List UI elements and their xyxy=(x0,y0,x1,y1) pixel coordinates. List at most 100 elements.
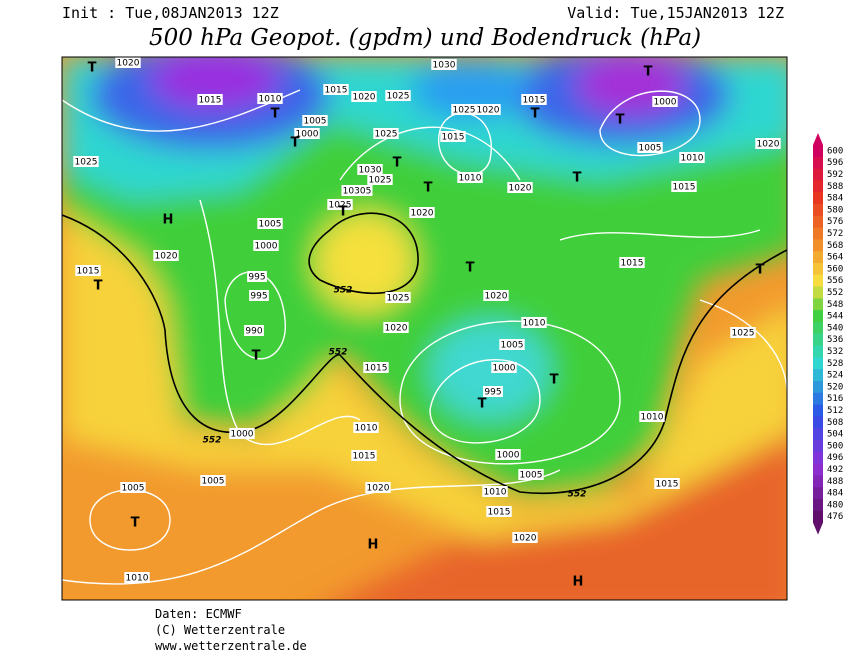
isobar-label: 1020 xyxy=(477,106,500,116)
isobar-label-box xyxy=(521,317,547,328)
isobar-label: 1020 xyxy=(509,184,532,194)
colorbar-swatch xyxy=(813,263,823,276)
isobar-label-box xyxy=(365,482,391,493)
low-marker: T xyxy=(131,516,140,531)
isobar-label: 1010 xyxy=(126,574,149,584)
colorbar-swatch xyxy=(813,192,823,205)
isobar-label-box xyxy=(495,449,521,460)
isobar-label: 1000 xyxy=(231,430,254,440)
isobar-label-box xyxy=(75,265,101,276)
colorbar-label: 488 xyxy=(827,477,843,487)
isobar-label: 1015 xyxy=(365,364,388,374)
isobar-label: 1000 xyxy=(296,130,319,140)
colorbar-swatch xyxy=(813,227,823,240)
isobar-label: 1010 xyxy=(355,424,378,434)
colorbar-swatch xyxy=(813,204,823,217)
isobar-label-box xyxy=(755,138,781,149)
isobar-label-box xyxy=(229,428,255,439)
map-frame xyxy=(61,56,788,601)
isobar-label-box xyxy=(197,94,223,105)
isobar-label: 1000 xyxy=(497,451,520,461)
isobar-label-box xyxy=(367,174,393,185)
colorbar-label: 540 xyxy=(827,323,843,333)
colorbar-swatch xyxy=(813,451,823,465)
colorbar-swatch xyxy=(813,156,823,170)
isobar-label-box xyxy=(518,469,544,480)
isobar-label: 1020 xyxy=(757,140,780,150)
isobar-label: 1025 xyxy=(375,130,398,140)
low-marker: T xyxy=(339,205,348,220)
isobar-label-box xyxy=(383,322,409,333)
isobar-label: 1025 xyxy=(453,106,476,116)
isobar-label-box xyxy=(512,532,538,543)
colorbar-swatch xyxy=(813,404,823,417)
low-marker: T xyxy=(616,113,625,128)
isobar-label-box xyxy=(483,290,509,301)
isobar-label-box xyxy=(244,325,264,336)
isobar-label: 1005 xyxy=(122,484,145,494)
colorbar-swatch xyxy=(813,274,823,288)
footer-url: www.wetterzentrale.de xyxy=(155,639,307,653)
low-marker: T xyxy=(291,136,300,151)
isobar-label: 1015 xyxy=(523,96,546,106)
isobar-label-box xyxy=(482,486,508,497)
colorbar-label: 504 xyxy=(827,430,843,440)
isobar-label: 1015 xyxy=(656,480,679,490)
isobar-label: 1015 xyxy=(673,183,696,193)
isobar-label-box xyxy=(294,128,320,139)
colorbar-label: 580 xyxy=(827,205,843,215)
low-marker: T xyxy=(466,261,475,276)
colorbar-swatch xyxy=(813,310,823,323)
isobar-label-box xyxy=(679,152,705,163)
colorbar-label: 588 xyxy=(827,182,843,192)
colorbar-label: 548 xyxy=(827,300,843,310)
isobar-label-box xyxy=(486,506,512,517)
low-marker: T xyxy=(393,156,402,171)
isobar-label-box xyxy=(73,156,99,167)
isobar-label: 1015 xyxy=(488,508,511,518)
colorbar-swatch xyxy=(813,475,823,488)
isobar-label: 1025 xyxy=(387,294,410,304)
isobar-label-box xyxy=(257,93,283,104)
isobar-label: 1010 xyxy=(259,95,282,105)
colorbar-label: 592 xyxy=(827,170,843,180)
isobar-label-box xyxy=(440,131,466,142)
colorbar-label: 552 xyxy=(827,288,843,298)
isobar-label-box xyxy=(200,475,226,486)
colorbar-label: 564 xyxy=(827,253,843,263)
isobar-label: 1000 xyxy=(493,364,516,374)
high-marker: H xyxy=(163,213,174,228)
isobar-label: 1020 xyxy=(117,59,140,69)
isobar-label-box xyxy=(499,339,525,350)
colorbar-label: 516 xyxy=(827,394,843,404)
colorbar-swatch xyxy=(813,357,823,370)
isobar-label-box xyxy=(120,482,146,493)
colorbar-swatch xyxy=(813,251,823,264)
colorbar-label: 512 xyxy=(827,406,843,416)
isobar-label-box xyxy=(652,96,678,107)
low-marker: T xyxy=(531,107,540,122)
isobar-label: 995 xyxy=(248,273,265,283)
isobar-label: 1000 xyxy=(255,242,278,252)
isobar-label-box xyxy=(302,115,328,126)
colorbar-swatch xyxy=(813,286,823,299)
contour-label: 552 xyxy=(329,348,348,358)
init-time: Init : Tue,08JAN2013 12Z xyxy=(62,4,279,22)
contour-552 xyxy=(62,214,787,494)
isobar-label: 1020 xyxy=(411,209,434,219)
colorbar-swatch xyxy=(813,381,823,394)
isobar-label-box xyxy=(475,104,501,115)
isobar-label-box xyxy=(451,104,477,115)
isobar-label-box xyxy=(247,271,267,282)
low-marker: T xyxy=(252,349,261,364)
footer-copyright: (C) Wetterzentrale xyxy=(155,623,285,637)
isobar-label: 1015 xyxy=(199,96,222,106)
colorbar-label: 492 xyxy=(827,465,843,475)
isobar-label-box xyxy=(619,257,645,268)
isobar-label-box xyxy=(153,250,179,261)
colorbar-label: 520 xyxy=(827,382,843,392)
colorbar-bottom-arrow xyxy=(813,522,823,535)
